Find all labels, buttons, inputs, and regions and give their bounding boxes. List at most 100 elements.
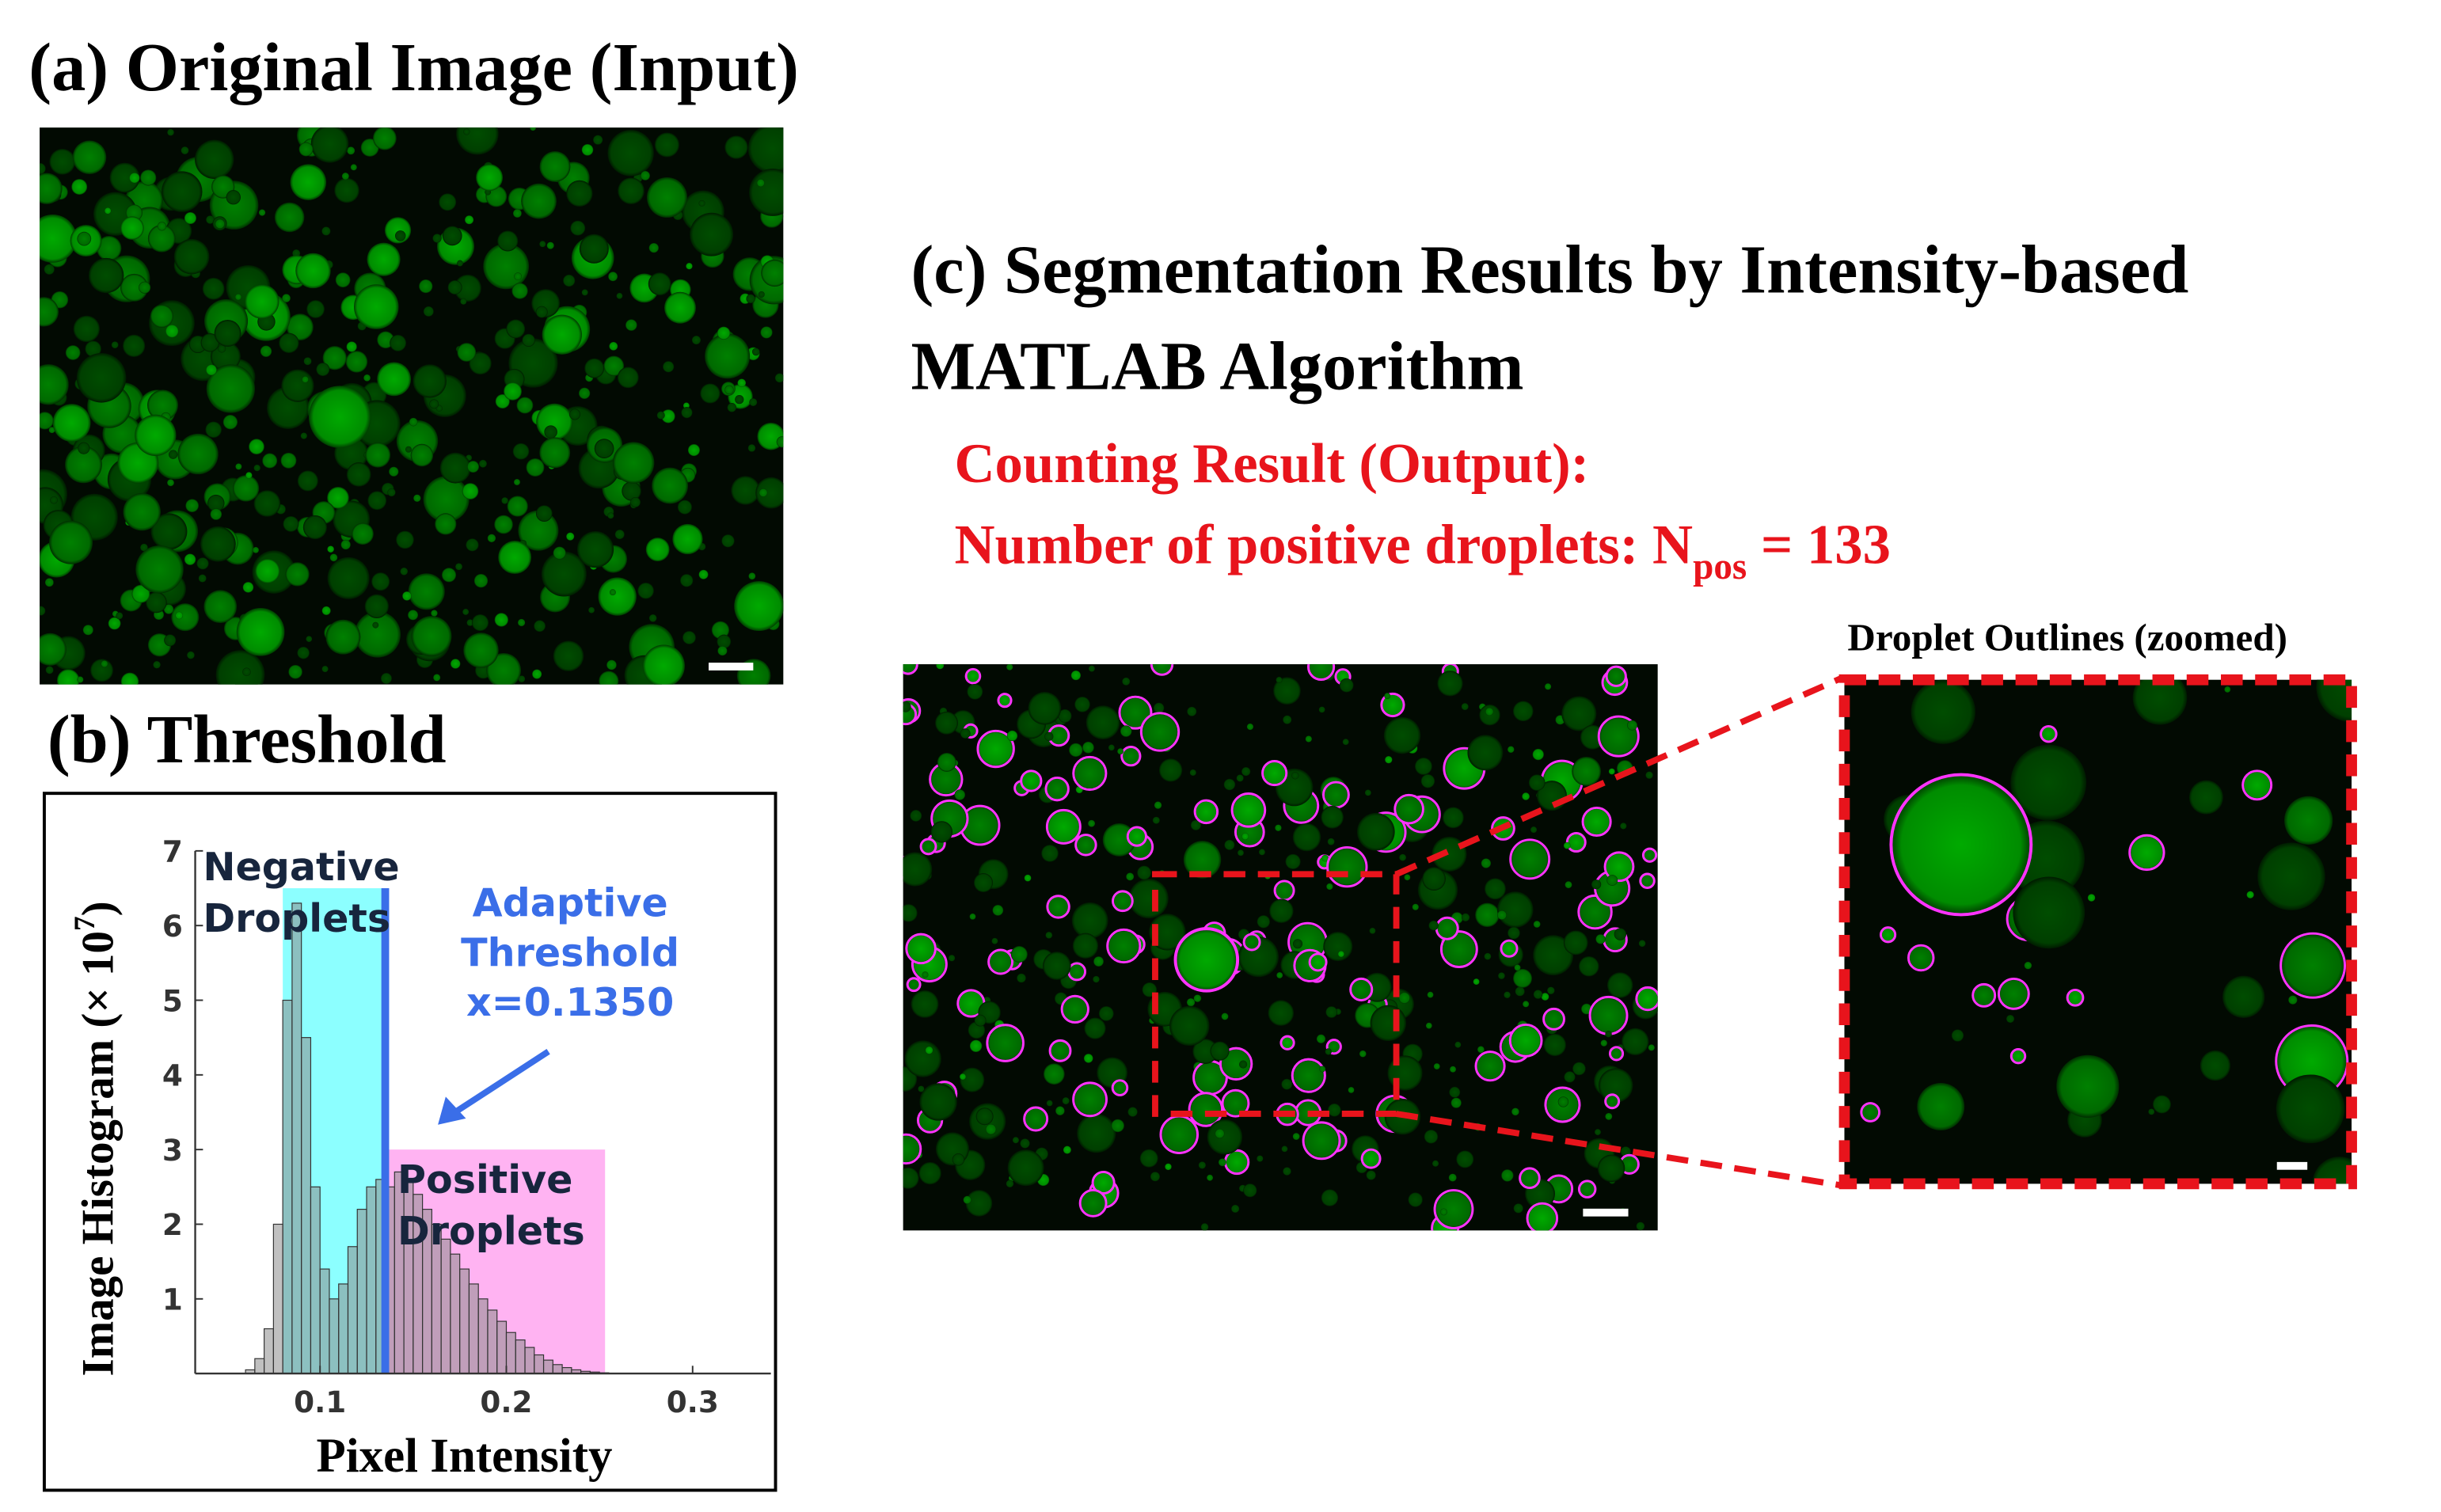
droplet bbox=[918, 1085, 925, 1092]
droplet bbox=[1387, 1055, 1423, 1091]
droplet bbox=[235, 463, 242, 470]
droplet bbox=[2010, 744, 2087, 821]
droplet bbox=[1183, 841, 1222, 879]
droplet bbox=[454, 274, 481, 302]
droplet bbox=[1281, 1145, 1288, 1153]
droplet bbox=[77, 676, 84, 683]
droplet bbox=[1513, 1203, 1523, 1214]
droplet bbox=[976, 729, 1015, 769]
droplet bbox=[617, 367, 639, 389]
droplet bbox=[206, 364, 217, 376]
droplet bbox=[1481, 858, 1492, 868]
droplet bbox=[652, 467, 688, 504]
droplet bbox=[494, 515, 513, 534]
droplet bbox=[1512, 701, 1534, 722]
droplet bbox=[514, 272, 523, 281]
droplet bbox=[465, 215, 474, 225]
droplet bbox=[40, 412, 54, 430]
droplet bbox=[408, 573, 445, 610]
droplet bbox=[45, 666, 54, 674]
droplet bbox=[566, 532, 575, 541]
droplet bbox=[776, 436, 784, 448]
droplet bbox=[466, 619, 473, 626]
droplet bbox=[991, 937, 998, 944]
droplet bbox=[1128, 879, 1169, 919]
droplet bbox=[297, 470, 318, 492]
droplet bbox=[377, 362, 412, 397]
droplet bbox=[906, 977, 922, 993]
droplet bbox=[593, 135, 603, 145]
droplet bbox=[1879, 926, 1897, 944]
droplet bbox=[1055, 1106, 1065, 1115]
droplet bbox=[535, 505, 553, 522]
droplet bbox=[700, 383, 721, 404]
droplet bbox=[1023, 1106, 1049, 1132]
droplet bbox=[507, 496, 528, 517]
droplet bbox=[1414, 758, 1432, 775]
droplet bbox=[553, 546, 566, 560]
droplet bbox=[1041, 845, 1059, 862]
droplet bbox=[1257, 1155, 1264, 1162]
droplet bbox=[935, 711, 958, 735]
droplet bbox=[1187, 706, 1197, 716]
droplet bbox=[173, 238, 210, 275]
droplet bbox=[135, 545, 184, 594]
droplet bbox=[584, 358, 605, 378]
droplet bbox=[1951, 1029, 1964, 1042]
droplet bbox=[682, 631, 696, 644]
droplet bbox=[123, 492, 161, 531]
droplet bbox=[1420, 774, 1435, 788]
scale-bar bbox=[2276, 1161, 2308, 1170]
droplet bbox=[1533, 990, 1543, 999]
droplet bbox=[1017, 973, 1026, 983]
droplet bbox=[919, 838, 937, 856]
droplet bbox=[588, 606, 595, 614]
droplet bbox=[242, 582, 254, 593]
droplet bbox=[546, 241, 554, 249]
droplet bbox=[373, 127, 397, 150]
droplet bbox=[724, 385, 734, 395]
droplet bbox=[1425, 1022, 1432, 1029]
droplet bbox=[579, 234, 609, 264]
droplet bbox=[717, 646, 728, 656]
bar bbox=[542, 1359, 553, 1374]
droplet bbox=[1606, 875, 1618, 886]
droplet bbox=[656, 411, 665, 420]
droplet bbox=[282, 294, 291, 302]
droplet bbox=[1326, 845, 1368, 888]
droplet bbox=[960, 1067, 985, 1092]
droplet bbox=[123, 334, 146, 357]
droplet bbox=[1461, 913, 1470, 921]
droplet bbox=[948, 955, 956, 962]
droplet bbox=[325, 619, 361, 655]
droplet bbox=[185, 499, 199, 513]
y-tick-label: 1 bbox=[162, 1282, 183, 1317]
droplet bbox=[1083, 1054, 1093, 1063]
droplet bbox=[663, 361, 675, 373]
droplet bbox=[433, 674, 441, 682]
x-tick-label: 0.2 bbox=[480, 1385, 532, 1419]
droplet bbox=[1044, 776, 1070, 802]
droplet bbox=[1321, 854, 1329, 862]
droplet bbox=[1605, 665, 1627, 687]
droplet bbox=[187, 651, 195, 659]
droplet bbox=[50, 496, 58, 504]
droplet bbox=[612, 442, 655, 484]
droplet bbox=[2006, 1014, 2015, 1024]
droplet bbox=[648, 614, 657, 622]
droplet bbox=[1231, 1204, 1240, 1214]
droplet bbox=[105, 207, 112, 215]
droplet bbox=[120, 273, 148, 302]
droplet bbox=[1086, 705, 1120, 740]
droplet bbox=[1048, 1039, 1072, 1062]
droplet bbox=[1139, 1149, 1158, 1168]
bar bbox=[496, 1320, 508, 1374]
droplet bbox=[1071, 902, 1108, 939]
droplet bbox=[1281, 1078, 1293, 1090]
droplet bbox=[177, 433, 219, 475]
droplet bbox=[462, 483, 479, 500]
droplet bbox=[539, 241, 546, 248]
droplet bbox=[1342, 739, 1349, 746]
droplet bbox=[724, 135, 748, 159]
